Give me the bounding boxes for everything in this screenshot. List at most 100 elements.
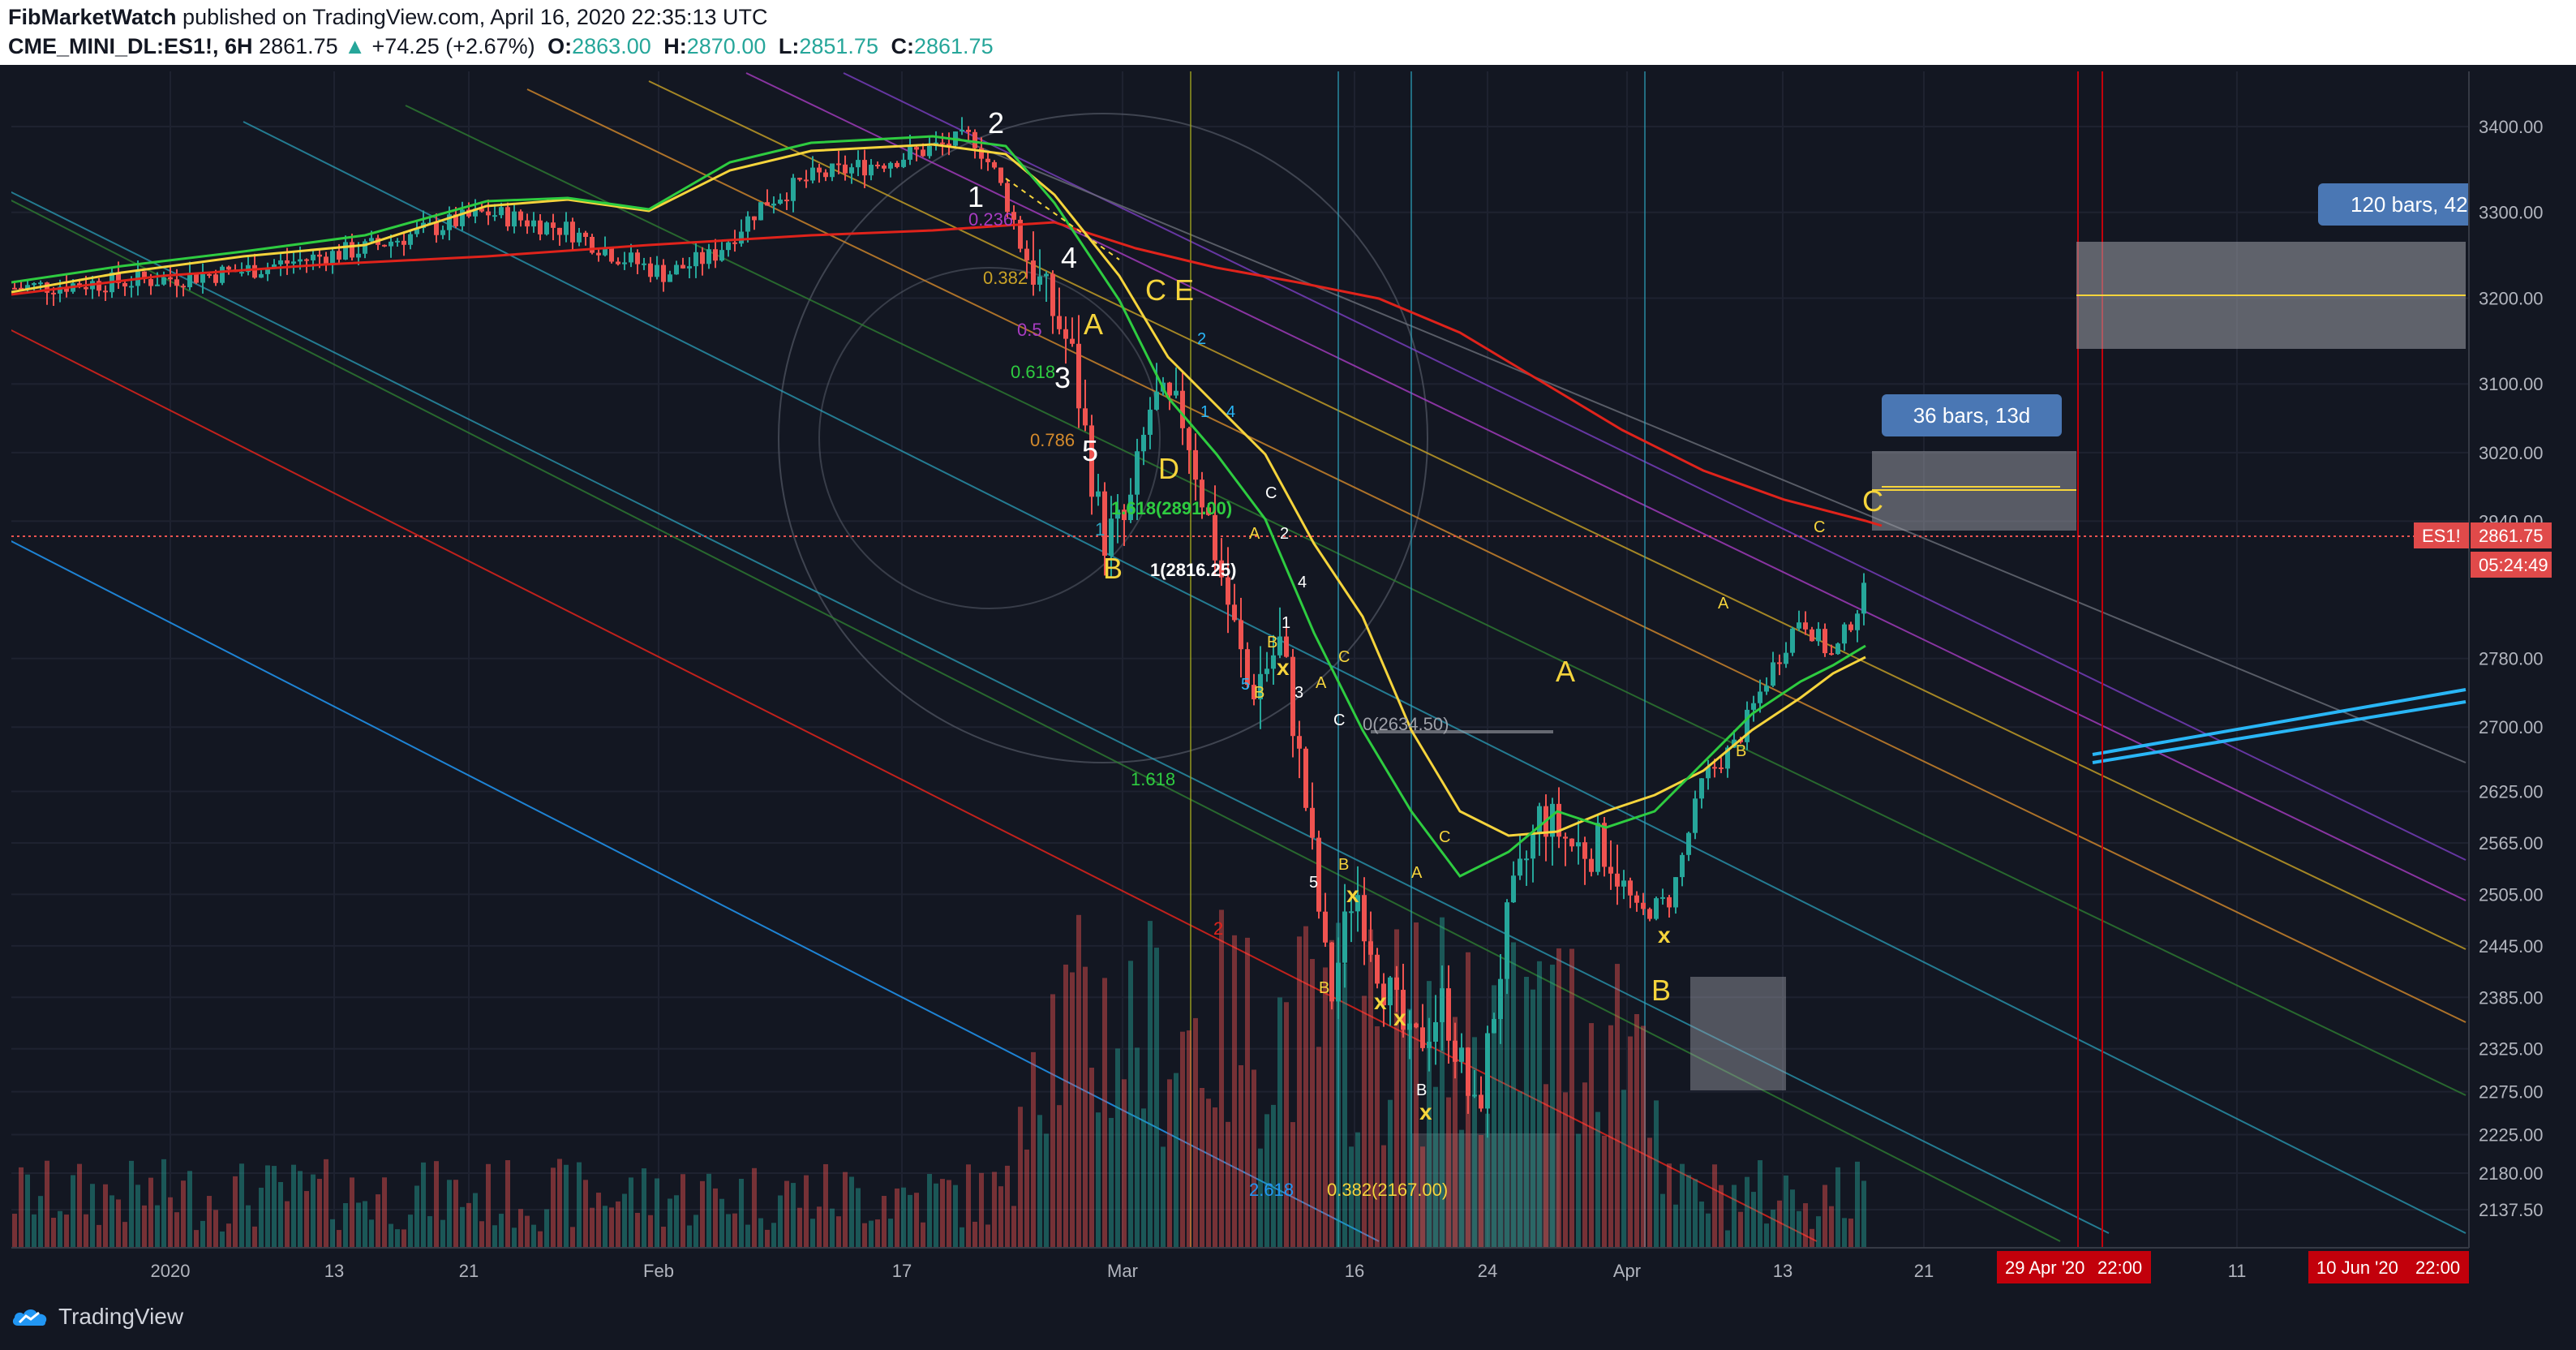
svg-text:x: x bbox=[1658, 922, 1671, 948]
wave-label-1: 1 bbox=[968, 180, 984, 213]
price-tick-label: 2505.00 bbox=[2479, 884, 2544, 905]
author-name[interactable]: FibMarketWatch bbox=[8, 5, 177, 29]
low-value: 2851.75 bbox=[799, 34, 878, 58]
svg-text:A: A bbox=[1718, 595, 1729, 613]
wave-label-A: A bbox=[1084, 307, 1103, 341]
price-axis[interactable]: 3400.003300.003200.003100.003020.002940.… bbox=[2468, 71, 2544, 1248]
svg-text:x: x bbox=[1346, 882, 1359, 907]
fib-labels: 0.236 0.382 0.5 0.618 0.786 1 1.618(2891… bbox=[968, 209, 1449, 1200]
svg-text:x: x bbox=[1374, 989, 1387, 1014]
time-tick-label: 2020 bbox=[151, 1261, 191, 1281]
svg-text:x: x bbox=[1393, 1005, 1406, 1030]
svg-text:0(2634.50): 0(2634.50) bbox=[1363, 714, 1449, 734]
target-zone-low bbox=[1690, 977, 1786, 1090]
svg-text:4: 4 bbox=[1298, 574, 1307, 591]
svg-text:C: C bbox=[1439, 828, 1450, 846]
wave-label-B: B bbox=[1103, 552, 1123, 585]
svg-text:C: C bbox=[1338, 648, 1350, 666]
price-tick-label: 2385.00 bbox=[2479, 987, 2544, 1008]
price-tick-label: 2225.00 bbox=[2479, 1124, 2544, 1145]
wave-label-4: 4 bbox=[1061, 241, 1077, 274]
svg-text:B: B bbox=[1267, 634, 1277, 651]
time-tick-label: 21 bbox=[459, 1261, 479, 1281]
price-change: +74.25 (+2.67%) bbox=[371, 34, 535, 58]
bars-range-box-2[interactable]: 120 bars, 42 bbox=[2318, 183, 2480, 226]
fib-circle-inner bbox=[818, 267, 1161, 609]
svg-text:1: 1 bbox=[1200, 403, 1209, 421]
time-tick-label: 24 bbox=[1478, 1261, 1497, 1281]
wave-label-E: E bbox=[1174, 273, 1194, 307]
last-price-tag bbox=[2471, 522, 2552, 548]
ohlc-line: CME_MINI_DL:ES1!, 6H 2861.75 ▲ +74.25 (+… bbox=[8, 34, 994, 59]
countdown-tag bbox=[2471, 552, 2552, 578]
last-price: 2861.75 bbox=[259, 34, 338, 58]
svg-text:B: B bbox=[1416, 1081, 1427, 1099]
chart-grid bbox=[11, 71, 2469, 1248]
wave-label-A2: A bbox=[1556, 655, 1575, 688]
tradingview-logo[interactable]: TradingView bbox=[11, 1304, 183, 1330]
x-markers: x x x x x x bbox=[1277, 655, 1671, 1124]
price-tick-label: 2625.00 bbox=[2479, 782, 2544, 802]
time-tick-label: 16 bbox=[1345, 1261, 1364, 1281]
svg-text:C: C bbox=[1814, 518, 1825, 536]
bars-range-box-1[interactable]: 36 bars, 13d bbox=[1882, 394, 2062, 436]
volume-bars bbox=[12, 909, 1866, 1248]
time-tick-label: Mar bbox=[1107, 1261, 1138, 1281]
svg-text:2.618: 2.618 bbox=[1249, 1180, 1294, 1200]
candles bbox=[12, 117, 1866, 1138]
svg-text:0.382: 0.382 bbox=[983, 268, 1028, 288]
pitchfork-lines bbox=[11, 72, 2467, 1242]
wave-label-D: D bbox=[1158, 452, 1179, 485]
high-value: 2870.00 bbox=[686, 34, 766, 58]
svg-text:36 bars, 13d: 36 bars, 13d bbox=[1913, 403, 2031, 428]
time-axis[interactable]: 2020 13 21 Feb 17 Mar 16 24 Apr 13 21 11 bbox=[151, 1261, 2247, 1281]
price-tick-label: 2275.00 bbox=[2479, 1082, 2544, 1103]
time-tick-label: 13 bbox=[1773, 1261, 1792, 1281]
svg-text:C: C bbox=[1333, 712, 1345, 729]
published-text: published on TradingView.com, April 16, … bbox=[182, 5, 768, 29]
wave-label-B2: B bbox=[1651, 974, 1671, 1007]
time-tick-label: 13 bbox=[324, 1261, 344, 1281]
low-label: L: bbox=[778, 34, 800, 58]
symbol-label[interactable]: CME_MINI_DL:ES1!, 6H bbox=[8, 34, 253, 58]
chart-header: FibMarketWatch published on TradingView.… bbox=[0, 0, 2576, 65]
svg-text:0.786: 0.786 bbox=[1030, 430, 1075, 450]
svg-text:2: 2 bbox=[1280, 525, 1289, 543]
price-tick-label: 2780.00 bbox=[2479, 649, 2544, 669]
wave-labels: 2 1 4 3 5 A B C E D A B C bbox=[968, 106, 1883, 1007]
price-tick-label: 3020.00 bbox=[2479, 443, 2544, 463]
svg-text:0.236: 0.236 bbox=[968, 209, 1013, 230]
price-tick-label: 2700.00 bbox=[2479, 717, 2544, 737]
open-value: 2863.00 bbox=[572, 34, 651, 58]
svg-text:A: A bbox=[1249, 525, 1260, 543]
time-tick-label: Feb bbox=[643, 1261, 674, 1281]
svg-text:2: 2 bbox=[1197, 330, 1206, 348]
svg-text:B: B bbox=[1319, 979, 1329, 997]
svg-text:x: x bbox=[1277, 655, 1290, 680]
price-tick-label: 3200.00 bbox=[2479, 288, 2544, 308]
selection-box bbox=[1412, 1133, 1560, 1248]
time-tick-label: 17 bbox=[892, 1261, 912, 1281]
svg-text:x: x bbox=[1419, 1099, 1432, 1124]
wave-label-C2: C bbox=[1862, 484, 1883, 518]
svg-text:1: 1 bbox=[1282, 614, 1290, 632]
svg-text:B: B bbox=[1736, 742, 1746, 760]
price-chart[interactable]: 2 1 4 3 5 A B C E D A B C x x x x x x 0.… bbox=[0, 65, 2576, 1290]
close-value: 2861.75 bbox=[913, 34, 994, 58]
ma-red bbox=[11, 221, 1883, 527]
svg-text:A: A bbox=[1316, 674, 1327, 692]
svg-text:120 bars, 42: 120 bars, 42 bbox=[2351, 192, 2468, 217]
svg-text:29 Apr '20: 29 Apr '20 bbox=[2005, 1258, 2084, 1278]
close-label: C: bbox=[891, 34, 914, 58]
svg-text:22:00: 22:00 bbox=[2097, 1258, 2142, 1278]
svg-text:1(2816.25): 1(2816.25) bbox=[1150, 560, 1236, 580]
ma-yellow bbox=[11, 143, 1866, 837]
svg-text:05:24:49: 05:24:49 bbox=[2479, 555, 2548, 575]
fib-box bbox=[1371, 730, 1553, 733]
svg-text:C: C bbox=[1265, 484, 1277, 502]
svg-text:1.618: 1.618 bbox=[1131, 769, 1175, 789]
price-tick-label: 3300.00 bbox=[2479, 203, 2544, 223]
up-arrow-icon: ▲ bbox=[344, 34, 366, 58]
price-tick-label: 3100.00 bbox=[2479, 374, 2544, 394]
tradingview-logo-text: TradingView bbox=[58, 1304, 184, 1329]
